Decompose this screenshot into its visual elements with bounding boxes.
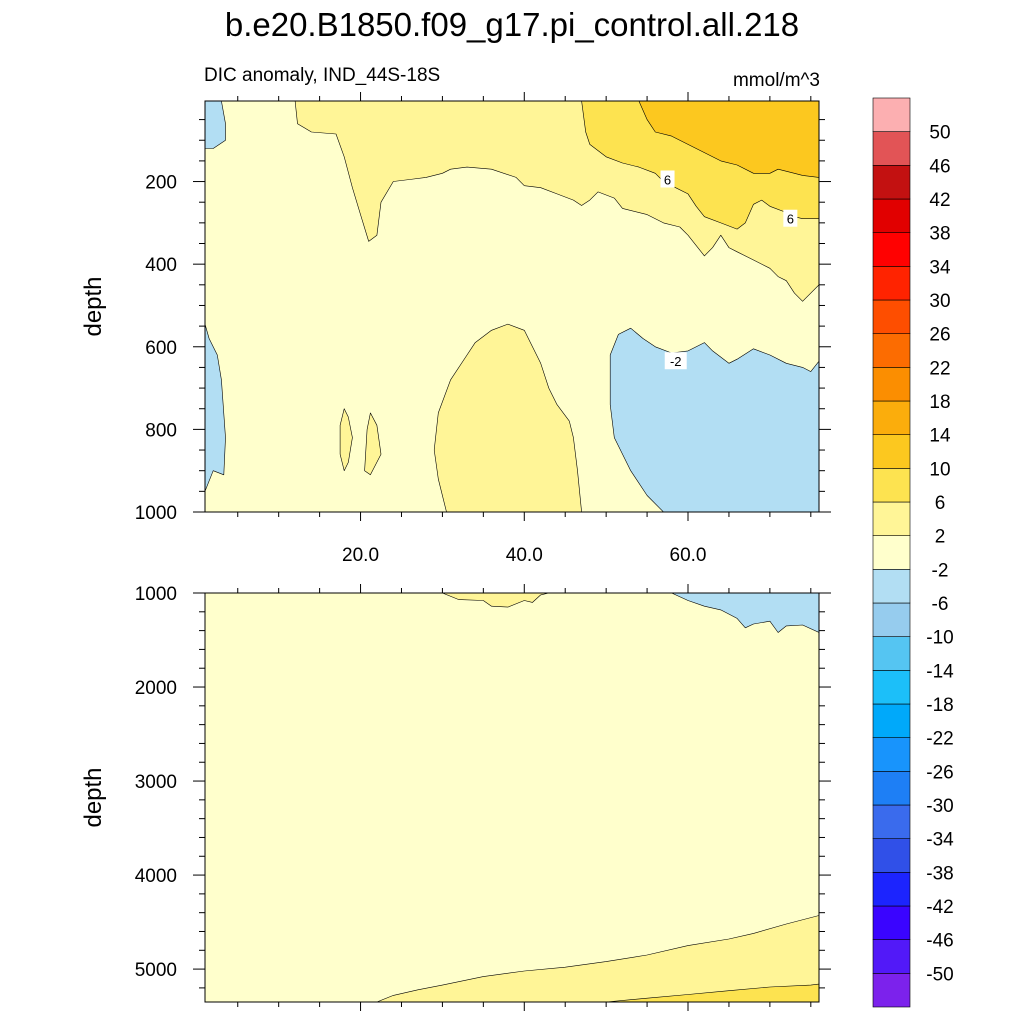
colorbar-swatch: [872, 804, 911, 839]
colorbar-swatch: [872, 367, 911, 402]
contour-region-1: [376, 915, 819, 1002]
upper-panel: 20.0 40.0 60.0 200 400 600 800 1000 depth 6 6 -2: [80, 92, 831, 566]
colorbar-swatch: [872, 636, 911, 671]
colorbar-label: 42: [929, 190, 950, 211]
colorbar-label: -50: [926, 964, 953, 985]
y-tick-label: 800: [145, 420, 177, 441]
contour-region-3: [671, 593, 819, 633]
colorbar-label: 38: [929, 224, 950, 245]
colorbar-label: -46: [926, 931, 953, 952]
colorbar-label: 50: [929, 123, 950, 144]
y-tick-label: 1000: [135, 503, 177, 524]
colorbar-label: 18: [929, 392, 950, 413]
colorbar-label: 22: [929, 358, 950, 379]
contour-region-8: [609, 327, 819, 512]
contour-region-0: [442, 593, 550, 608]
colorbar-label: -14: [926, 661, 954, 682]
plot-frame: [204, 592, 820, 1003]
lower-panel: 1000 2000 3000 4000 5000 depth: [80, 584, 831, 1011]
y-tick-label: 4000: [135, 866, 177, 887]
colorbar-label: -6: [932, 594, 949, 615]
y-tick-label: 1000: [135, 584, 177, 605]
contour-label: -2: [670, 354, 682, 369]
colorbar-swatch: [872, 939, 911, 974]
colorbar-swatch: [872, 670, 911, 705]
contour-region-3: [364, 412, 382, 476]
colorbar-swatch: [872, 400, 911, 435]
y-axis-label: depth: [80, 276, 107, 336]
contour-region-1: [433, 323, 582, 512]
colorbar-swatch: [872, 973, 911, 1008]
colorbar-swatch: [872, 165, 911, 200]
panel-background: [205, 593, 819, 1002]
colorbar-label: 46: [929, 156, 950, 177]
contour-label: 6: [664, 172, 671, 187]
colorbar-swatch: [872, 434, 911, 469]
contour-region-2: [339, 408, 353, 472]
colorbar-swatch: [872, 838, 911, 873]
colorbar-label: -26: [926, 762, 953, 783]
colorbar-label: 34: [929, 257, 951, 278]
contour-label-bg: [783, 209, 798, 227]
colorbar-swatch: [872, 703, 911, 738]
colorbar-label: -22: [926, 729, 953, 750]
chart-subtitle-left: DIC anomaly, IND_44S-18S: [204, 65, 440, 86]
chart-title: b.e20.B1850.f09_g17.pi_control.all.218: [225, 6, 799, 43]
colorbar-swatch: [872, 501, 911, 536]
colorbar-label: -10: [926, 628, 953, 649]
colorbar-label: 14: [929, 426, 951, 447]
colorbar-swatch: [872, 97, 911, 132]
x-tick-label: 20.0: [342, 545, 379, 566]
contour-label-bg: [664, 352, 687, 370]
colorbar-swatch: [872, 468, 911, 503]
contour-region-2: [605, 983, 819, 1002]
colorbar-swatch: [872, 602, 911, 637]
colorbar-label: -18: [926, 695, 953, 716]
colorbar-swatch: [872, 737, 911, 772]
y-tick-label: 2000: [135, 678, 177, 699]
colorbar-label: -30: [926, 796, 953, 817]
colorbar-label: 10: [929, 459, 950, 480]
y-axis-label: depth: [80, 767, 107, 827]
y-tick-label: 400: [145, 255, 177, 276]
colorbar: -50-46-42-38-34-30-26-22-18-14-10-6-2261…: [872, 97, 954, 1008]
chart-subtitle-right: mmol/m^3: [733, 70, 820, 91]
colorbar-label: 30: [929, 291, 950, 312]
colorbar-swatch: [872, 771, 911, 806]
colorbar-swatch: [872, 131, 911, 166]
contour-label: 6: [787, 212, 794, 227]
colorbar-swatch: [872, 232, 911, 267]
colorbar-swatch: [872, 535, 911, 570]
colorbar-swatch: [872, 299, 911, 334]
colorbar-label: -42: [926, 897, 953, 918]
contour-label-bg: [660, 170, 675, 188]
contour-region-7: [205, 323, 226, 492]
colorbar-label: -38: [926, 863, 953, 884]
y-tick-label: 3000: [135, 772, 177, 793]
colorbar-label: 2: [935, 527, 946, 548]
y-tick-label: 5000: [135, 960, 177, 981]
x-tick-label: 60.0: [670, 545, 707, 566]
contour-region-6: [205, 101, 226, 149]
y-tick-label: 200: [145, 173, 177, 194]
colorbar-swatch: [872, 198, 911, 233]
colorbar-swatch: [872, 905, 911, 940]
colorbar-label: -34: [926, 830, 954, 851]
colorbar-swatch: [872, 872, 911, 907]
y-tick-label: 600: [145, 338, 177, 359]
colorbar-swatch: [872, 333, 911, 368]
colorbar-label: 6: [935, 493, 946, 514]
plot-frame: [204, 100, 820, 513]
colorbar-swatch: [872, 266, 911, 301]
contour-region-5: [638, 101, 819, 178]
colorbar-label: 26: [929, 325, 950, 346]
colorbar-swatch: [872, 569, 911, 604]
colorbar-label: -2: [932, 560, 949, 581]
x-tick-label: 40.0: [506, 545, 543, 566]
